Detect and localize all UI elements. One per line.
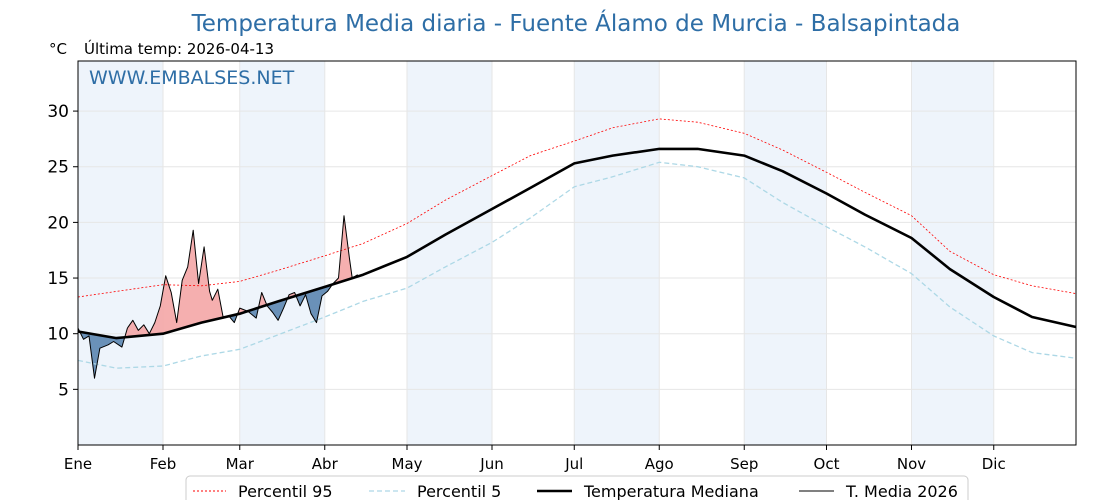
watermark: WWW.EMBALSES.NET (89, 67, 295, 89)
month-band (239, 61, 325, 445)
y-axis: 5 10 15 20 25 30 (47, 102, 78, 400)
y-tick-label: 15 (47, 269, 69, 289)
series-line-median (77, 147, 1077, 340)
x-tick-label: Nov (897, 455, 926, 473)
y-tick-label: 25 (47, 158, 69, 178)
month-band (744, 61, 827, 445)
month-band (911, 61, 994, 445)
grid (78, 61, 1076, 445)
x-axis: Ene Feb Mar Abr May Jun Jul Ago Sep Oct Nov Dic (64, 445, 1006, 473)
month-band (574, 61, 660, 445)
x-tick-label: Abr (312, 455, 339, 473)
legend-label-median: Temperatura Mediana (583, 482, 759, 500)
month-band (78, 61, 163, 445)
x-tick-label: Jul (564, 455, 583, 473)
legend-label-p95: Percentil 95 (238, 482, 333, 500)
plot-frame (77, 60, 1077, 446)
series-line-p95 (77, 118, 1077, 298)
series-line-current (77, 215, 358, 379)
anomaly-fill-below (80, 331, 126, 379)
x-tick-label: Feb (150, 455, 177, 473)
month-band (407, 61, 493, 445)
y-tick-label: 30 (47, 102, 69, 122)
month-bands (78, 61, 994, 445)
y-tick-label: 5 (58, 380, 69, 400)
x-tick-label: Dic (982, 455, 1006, 473)
x-tick-label: Sep (730, 455, 758, 473)
legend-label-current: T. Media 2026 (845, 482, 958, 500)
y-tick-label: 20 (47, 213, 69, 233)
y-axis-unit: °C (49, 40, 67, 58)
x-tick-label: Ago (645, 455, 674, 473)
x-tick-label: May (392, 455, 423, 473)
anomaly-fill-above (332, 215, 358, 285)
series-line-p5 (77, 161, 1077, 369)
x-tick-label: Ene (64, 455, 92, 473)
y-tick-label: 10 (47, 325, 69, 345)
x-tick-label: Oct (814, 455, 840, 473)
x-tick-label: Mar (226, 455, 255, 473)
series-lines (77, 118, 1077, 379)
x-tick-label: Jun (479, 455, 503, 473)
anomaly-fill-above (125, 230, 224, 338)
legend: Percentil 95 Percentil 5 Temperatura Med… (185, 475, 969, 500)
legend-label-p5: Percentil 5 (417, 482, 501, 500)
last-temp-label: Última temp: 2026-04-13 (84, 39, 274, 58)
chart-title: Temperatura Media diaria - Fuente Álamo … (191, 9, 961, 37)
